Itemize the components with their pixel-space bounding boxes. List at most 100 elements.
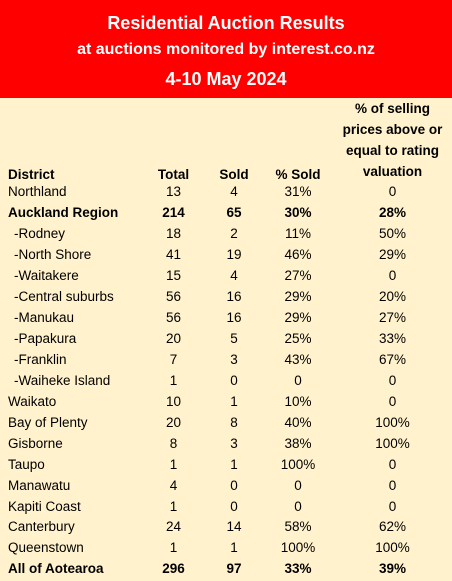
title-line-1: Residential Auction Results bbox=[107, 13, 345, 33]
header-pct-sold: % Sold bbox=[275, 167, 321, 182]
cell-pct-valuation: 67% bbox=[378, 351, 407, 367]
cell-district: Taupo bbox=[8, 456, 45, 472]
cell-pct-valuation: 29% bbox=[378, 247, 407, 263]
cell-pct-sold: 27% bbox=[284, 268, 312, 284]
cell-pct-sold: 29% bbox=[284, 310, 312, 326]
cell-district: -Waitakere bbox=[14, 268, 79, 284]
cell-sold: 5 bbox=[230, 331, 238, 347]
cell-total: 56 bbox=[165, 310, 182, 326]
table-row: Taupo 1 1 100% 0 bbox=[0, 454, 452, 475]
cell-pct-sold: 58% bbox=[284, 519, 312, 535]
cell-pct-valuation: 100% bbox=[375, 435, 410, 451]
cell-pct-valuation: 39% bbox=[378, 561, 407, 577]
cell-total: 1 bbox=[169, 456, 178, 472]
table-row: -Manukau 56 16 29% 27% bbox=[0, 308, 452, 329]
cell-pct-sold: 38% bbox=[284, 435, 312, 451]
cell-sold: 0 bbox=[230, 372, 238, 388]
cell-pct-valuation: 33% bbox=[378, 331, 407, 347]
results-table: District Total Sold % Sold % of selling … bbox=[0, 98, 452, 580]
table-row: Gisborne 8 3 38% 100% bbox=[0, 433, 452, 454]
cell-total: 4 bbox=[169, 477, 178, 493]
cell-pct-sold: 33% bbox=[284, 561, 312, 577]
cell-district: -Manukau bbox=[14, 310, 75, 326]
table-row: All of Aotearoa 296 97 33% 39% bbox=[0, 559, 452, 580]
header-district: District bbox=[8, 167, 55, 182]
cell-total: 296 bbox=[162, 561, 185, 577]
cell-pct-sold: 25% bbox=[284, 331, 312, 347]
table-row: Manawatu 4 0 0 0 bbox=[0, 475, 452, 496]
cell-district: Kapiti Coast bbox=[8, 498, 81, 514]
header-pct-valuation: % of selling prices above or equal to ra… bbox=[333, 98, 452, 182]
cell-district: -Central suburbs bbox=[14, 289, 114, 305]
cell-total: 10 bbox=[165, 393, 182, 409]
cell-sold: 16 bbox=[226, 289, 242, 305]
table-row: -Waiheke Island 1 0 0 0 bbox=[0, 370, 452, 391]
cell-pct-sold: 43% bbox=[284, 351, 312, 367]
cell-sold: 1 bbox=[230, 540, 238, 556]
table-row: Bay of Plenty 20 8 40% 100% bbox=[0, 412, 452, 433]
cell-pct-sold: 31% bbox=[284, 184, 312, 200]
cell-pct-sold: 11% bbox=[284, 226, 312, 242]
cell-pct-sold: 46% bbox=[284, 247, 312, 263]
header-total: Total bbox=[157, 167, 190, 182]
cell-sold: 8 bbox=[230, 414, 238, 430]
cell-total: 7 bbox=[169, 351, 178, 367]
cell-total: 20 bbox=[165, 331, 182, 347]
header-pct-valuation-line-3: equal to rating bbox=[345, 143, 439, 158]
cell-total: 1 bbox=[169, 372, 178, 388]
cell-pct-valuation: 0 bbox=[388, 184, 397, 200]
cell-total: 41 bbox=[165, 247, 182, 263]
table-row: -Rodney 18 2 11% 50% bbox=[0, 224, 452, 245]
cell-sold: 1 bbox=[230, 456, 238, 472]
cell-pct-valuation: 0 bbox=[388, 456, 397, 472]
cell-pct-sold: 100% bbox=[280, 456, 316, 472]
cell-sold: 3 bbox=[230, 435, 238, 451]
cell-sold: 16 bbox=[226, 310, 242, 326]
cell-pct-sold: 29% bbox=[284, 289, 312, 305]
header-pct-valuation-line-2: prices above or bbox=[342, 122, 443, 137]
cell-pct-valuation: 0 bbox=[388, 498, 397, 514]
cell-district: Queenstown bbox=[8, 540, 84, 556]
table-body: Northland 13 4 31% 0 Auckland Region 214 65 30% 2… bbox=[0, 182, 452, 580]
cell-pct-valuation: 0 bbox=[388, 268, 397, 284]
cell-district: Canterbury bbox=[8, 519, 75, 535]
cell-pct-valuation: 28% bbox=[378, 205, 407, 221]
cell-pct-valuation: 100% bbox=[375, 414, 410, 430]
cell-pct-valuation: 27% bbox=[378, 310, 407, 326]
cell-total: 24 bbox=[165, 519, 182, 535]
cell-pct-sold: 100% bbox=[280, 540, 316, 556]
table-row: -Waitakere 15 4 27% 0 bbox=[0, 266, 452, 287]
cell-pct-sold: 0 bbox=[294, 498, 302, 514]
cell-total: 13 bbox=[165, 184, 182, 200]
cell-district: -Rodney bbox=[14, 226, 66, 242]
cell-total: 1 bbox=[169, 498, 178, 514]
table-row: Kapiti Coast 1 0 0 0 bbox=[0, 496, 452, 517]
cell-sold: 0 bbox=[230, 477, 238, 493]
cell-sold: 19 bbox=[226, 247, 242, 263]
table-row: Waikato 10 1 10% 0 bbox=[0, 391, 452, 412]
title-banner: Residential Auction Results at auctions … bbox=[0, 0, 452, 98]
cell-sold: 4 bbox=[230, 268, 238, 284]
table-row: Queenstown 1 1 100% 100% bbox=[0, 538, 452, 559]
cell-district: Northland bbox=[8, 184, 67, 200]
cell-pct-sold: 40% bbox=[284, 414, 312, 430]
cell-district: Waikato bbox=[8, 393, 57, 409]
cell-district: -Franklin bbox=[14, 351, 67, 367]
cell-sold: 97 bbox=[226, 561, 242, 577]
table-row: Northland 13 4 31% 0 bbox=[0, 182, 452, 203]
cell-pct-valuation: 50% bbox=[378, 226, 407, 242]
cell-sold: 1 bbox=[230, 393, 238, 409]
header-pct-valuation-line-1: % of selling bbox=[354, 101, 430, 116]
header-sold: Sold bbox=[219, 167, 249, 182]
table-row: Canterbury 24 14 58% 62% bbox=[0, 517, 452, 538]
cell-sold: 65 bbox=[226, 205, 242, 221]
cell-district: Manawatu bbox=[8, 477, 71, 493]
cell-pct-valuation: 20% bbox=[378, 289, 407, 305]
cell-sold: 14 bbox=[226, 519, 242, 535]
cell-sold: 2 bbox=[230, 226, 238, 242]
header-pct-valuation-line-4: valuation bbox=[362, 164, 423, 179]
cell-district: -North Shore bbox=[14, 247, 92, 263]
cell-sold: 0 bbox=[230, 498, 238, 514]
cell-pct-valuation: 0 bbox=[388, 372, 397, 388]
